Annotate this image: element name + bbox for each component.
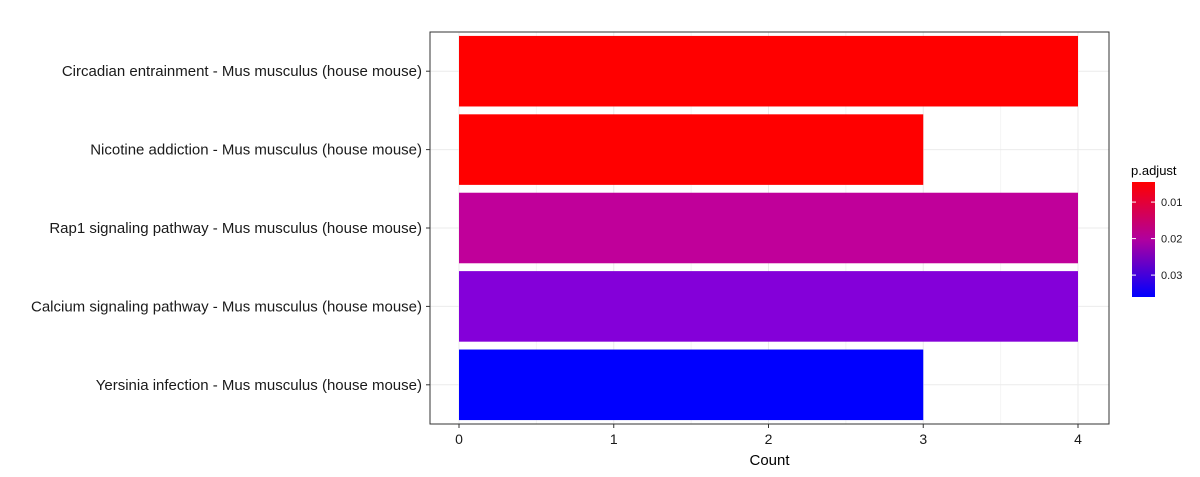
legend-tick-label: 0.01 — [1161, 197, 1182, 209]
x-tick-label: 2 — [765, 431, 773, 447]
category-labels: Circadian entrainment - Mus musculus (ho… — [31, 63, 430, 394]
bars — [459, 35, 1078, 421]
legend-ticks: 0.01 0.02 0.03 — [1132, 197, 1182, 282]
x-tick-label: 4 — [1074, 431, 1082, 447]
category-label: Rap1 signaling pathway - Mus musculus (h… — [49, 220, 422, 237]
legend-tick-label: 0.03 — [1161, 270, 1182, 282]
bar — [459, 349, 924, 421]
bar — [459, 271, 1078, 342]
legend-tick-label: 0.02 — [1161, 234, 1182, 246]
x-axis-title: Count — [749, 452, 790, 469]
legend-colorbar — [1132, 182, 1155, 297]
x-tick-label: 1 — [610, 431, 618, 447]
x-tick-label: 0 — [455, 431, 463, 447]
category-label: Yersinia infection - Mus musculus (house… — [96, 377, 422, 394]
x-tick-label: 3 — [919, 431, 927, 447]
bar — [459, 114, 924, 185]
category-label: Nicotine addiction - Mus musculus (house… — [90, 142, 422, 159]
legend: p.adjust 0.01 0.02 0.03 — [1131, 163, 1182, 297]
category-label: Circadian entrainment - Mus musculus (ho… — [62, 63, 422, 80]
legend-title: p.adjust — [1131, 163, 1177, 178]
bar — [459, 192, 1078, 264]
x-axis-ticks: 0 1 2 3 4 — [455, 424, 1082, 447]
category-label: Calcium signaling pathway - Mus musculus… — [31, 298, 422, 315]
bar — [459, 35, 1078, 107]
